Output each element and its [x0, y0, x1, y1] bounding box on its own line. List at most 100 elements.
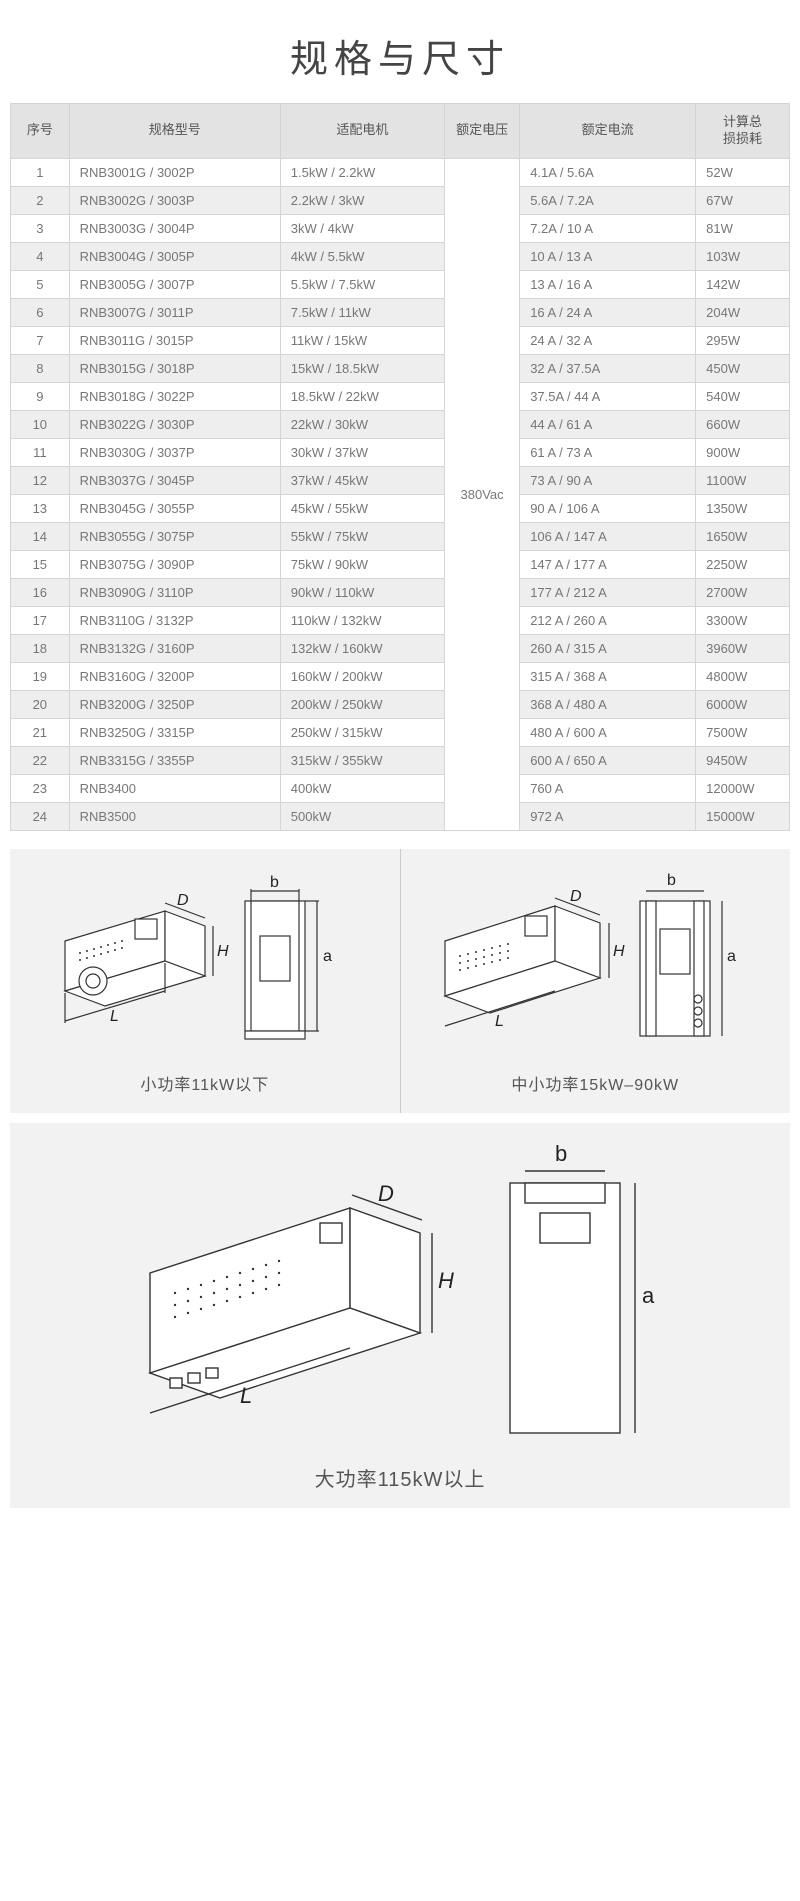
- cell-model: RNB3160G / 3200P: [69, 662, 280, 690]
- th-model: 规格型号: [69, 104, 280, 159]
- cell-model: RNB3007G / 3011P: [69, 298, 280, 326]
- cell-index: 18: [11, 634, 70, 662]
- table-row: 10RNB3022G / 3030P22kW / 30kW44 A / 61 A…: [11, 410, 790, 438]
- cell-motor: 315kW / 355kW: [280, 746, 444, 774]
- cell-index: 14: [11, 522, 70, 550]
- cell-loss: 3960W: [696, 634, 790, 662]
- cell-current: 61 A / 73 A: [520, 438, 696, 466]
- table-row: 13RNB3045G / 3055P45kW / 55kW90 A / 106 …: [11, 494, 790, 522]
- cell-index: 2: [11, 186, 70, 214]
- th-voltage: 额定电压: [444, 104, 519, 159]
- table-row: 9RNB3018G / 3022P18.5kW / 22kW37.5A / 44…: [11, 382, 790, 410]
- table-row: 20RNB3200G / 3250P200kW / 250kW368 A / 4…: [11, 690, 790, 718]
- cell-model: RNB3250G / 3315P: [69, 718, 280, 746]
- cell-current: 760 A: [520, 774, 696, 802]
- cell-current: 480 A / 600 A: [520, 718, 696, 746]
- table-row: 11RNB3030G / 3037P30kW / 37kW61 A / 73 A…: [11, 438, 790, 466]
- cell-model: RNB3037G / 3045P: [69, 466, 280, 494]
- cell-index: 9: [11, 382, 70, 410]
- cell-current: 7.2A / 10 A: [520, 214, 696, 242]
- cell-loss: 204W: [696, 298, 790, 326]
- th-motor: 适配电机: [280, 104, 444, 159]
- cell-motor: 200kW / 250kW: [280, 690, 444, 718]
- cell-voltage-merged: 380Vac: [444, 158, 519, 830]
- cell-index: 13: [11, 494, 70, 522]
- table-row: 19RNB3160G / 3200P160kW / 200kW315 A / 3…: [11, 662, 790, 690]
- cell-current: 4.1A / 5.6A: [520, 158, 696, 186]
- caption-small: 小功率11kW以下: [18, 1071, 392, 1095]
- cell-motor: 5.5kW / 7.5kW: [280, 270, 444, 298]
- label-b: b: [270, 874, 279, 891]
- cell-index: 16: [11, 578, 70, 606]
- cell-index: 24: [11, 802, 70, 830]
- cell-model: RNB3075G / 3090P: [69, 550, 280, 578]
- cell-current: 90 A / 106 A: [520, 494, 696, 522]
- cell-motor: 15kW / 18.5kW: [280, 354, 444, 382]
- cell-current: 5.6A / 7.2A: [520, 186, 696, 214]
- cell-index: 21: [11, 718, 70, 746]
- cell-motor: 4kW / 5.5kW: [280, 242, 444, 270]
- table-row: 8RNB3015G / 3018P15kW / 18.5kW32 A / 37.…: [11, 354, 790, 382]
- cell-loss: 52W: [696, 158, 790, 186]
- cell-loss: 67W: [696, 186, 790, 214]
- cell-motor: 500kW: [280, 802, 444, 830]
- cell-current: 13 A / 16 A: [520, 270, 696, 298]
- th-index: 序号: [11, 104, 70, 159]
- cell-loss: 103W: [696, 242, 790, 270]
- table-row: 6RNB3007G / 3011P7.5kW / 11kW16 A / 24 A…: [11, 298, 790, 326]
- cell-index: 19: [11, 662, 70, 690]
- table-row: 3RNB3003G / 3004P3kW / 4kW7.2A / 10 A81W: [11, 214, 790, 242]
- table-row: 16RNB3090G / 3110P90kW / 110kW177 A / 21…: [11, 578, 790, 606]
- cell-index: 22: [11, 746, 70, 774]
- table-row: 15RNB3075G / 3090P75kW / 90kW147 A / 177…: [11, 550, 790, 578]
- label-D: D: [378, 1181, 394, 1206]
- cell-motor: 110kW / 132kW: [280, 606, 444, 634]
- cell-motor: 400kW: [280, 774, 444, 802]
- cell-loss: 2700W: [696, 578, 790, 606]
- cell-motor: 2.2kW / 3kW: [280, 186, 444, 214]
- cell-model: RNB3200G / 3250P: [69, 690, 280, 718]
- label-b: b: [667, 872, 676, 889]
- cell-motor: 22kW / 30kW: [280, 410, 444, 438]
- cell-motor: 250kW / 315kW: [280, 718, 444, 746]
- label-b: b: [555, 1141, 567, 1166]
- cell-loss: 9450W: [696, 746, 790, 774]
- th-current: 额定电流: [520, 104, 696, 159]
- cell-loss: 15000W: [696, 802, 790, 830]
- table-row: 22RNB3315G / 3355P315kW / 355kW 600 A / 6…: [11, 746, 790, 774]
- label-H: H: [217, 943, 229, 960]
- table-row: 14RNB3055G / 3075P55kW / 75kW106 A / 147…: [11, 522, 790, 550]
- cell-model: RNB3090G / 3110P: [69, 578, 280, 606]
- cell-model: RNB3315G / 3355P: [69, 746, 280, 774]
- cell-current: 315 A / 368 A: [520, 662, 696, 690]
- cell-model: RNB3011G / 3015P: [69, 326, 280, 354]
- table-row: 4RNB3004G / 3005P4kW / 5.5kW10 A / 13 A1…: [11, 242, 790, 270]
- table-row: 18RNB3132G / 3160P132kW / 160kW260 A / 3…: [11, 634, 790, 662]
- cell-motor: 75kW / 90kW: [280, 550, 444, 578]
- cell-current: 10 A / 13 A: [520, 242, 696, 270]
- cell-current: 212 A / 260 A: [520, 606, 696, 634]
- diagram-small: L D H b a 小功率11kW: [10, 849, 401, 1113]
- cell-model: RNB3002G / 3003P: [69, 186, 280, 214]
- table-row: 12RNB3037G / 3045P37kW / 45kW73 A / 90 A…: [11, 466, 790, 494]
- cell-current: 24 A / 32 A: [520, 326, 696, 354]
- cell-loss: 3300W: [696, 606, 790, 634]
- cell-loss: 6000W: [696, 690, 790, 718]
- table-row: 17RNB3110G / 3132P110kW / 132kW212 A / 2…: [11, 606, 790, 634]
- page-title: 规格与尺寸: [0, 0, 800, 103]
- caption-medium: 中小功率15kW–90kW: [409, 1071, 783, 1095]
- cell-current: 600 A / 650 A: [520, 746, 696, 774]
- diagram-row-small-medium: L D H b a 小功率11kW: [10, 849, 790, 1113]
- cell-current: 368 A / 480 A: [520, 690, 696, 718]
- cell-motor: 55kW / 75kW: [280, 522, 444, 550]
- cell-loss: 1350W: [696, 494, 790, 522]
- cell-model: RNB3045G / 3055P: [69, 494, 280, 522]
- label-D: D: [177, 892, 189, 909]
- table-row: 23RNB3400400kW760 A12000W: [11, 774, 790, 802]
- cell-model: RNB3022G / 3030P: [69, 410, 280, 438]
- cell-index: 7: [11, 326, 70, 354]
- cell-model: RNB3001G / 3002P: [69, 158, 280, 186]
- cell-current: 32 A / 37.5A: [520, 354, 696, 382]
- cell-index: 10: [11, 410, 70, 438]
- cell-model: RNB3004G / 3005P: [69, 242, 280, 270]
